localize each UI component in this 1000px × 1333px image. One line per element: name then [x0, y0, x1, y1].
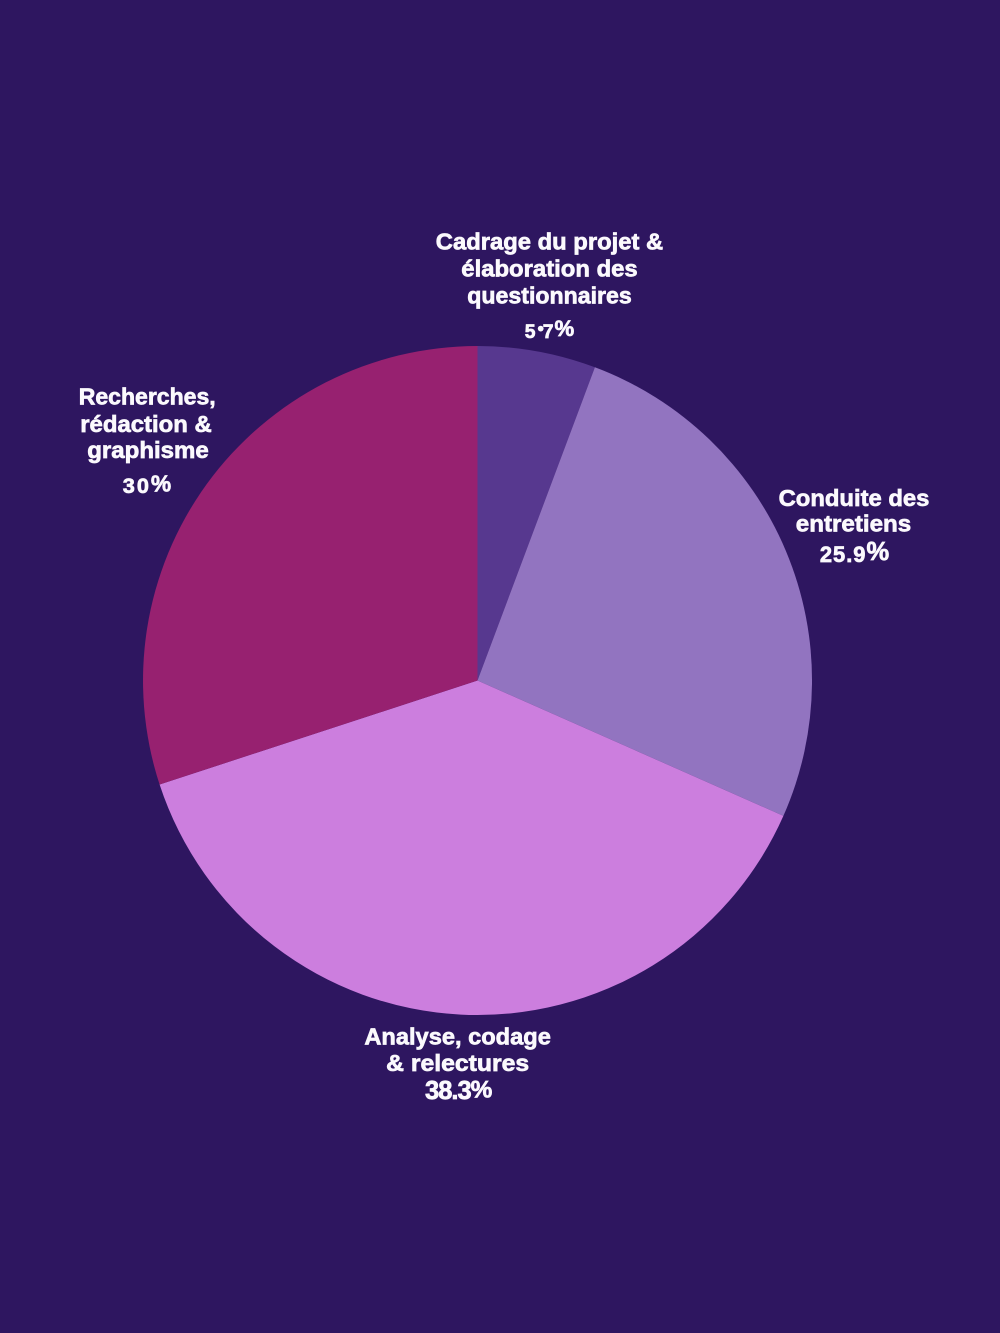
svg-text:Analyse, codage: Analyse, codage	[364, 1024, 551, 1050]
svg-text:Conduite des: Conduite des	[779, 485, 930, 511]
svg-text:questionnaires: questionnaires	[467, 282, 631, 308]
svg-text:& relectures: & relectures	[386, 1050, 529, 1076]
svg-text:rédaction &: rédaction &	[80, 411, 212, 437]
svg-text:Cadrage du projet &: Cadrage du projet &	[436, 228, 663, 254]
svg-text:Recherches,: Recherches,	[79, 384, 216, 410]
svg-text:25.9%: 25.9%	[820, 538, 890, 567]
svg-text:graphisme: graphisme	[87, 437, 209, 463]
svg-text:élaboration des: élaboration des	[461, 256, 637, 282]
svg-text:entretiens: entretiens	[796, 511, 912, 537]
svg-text:38.3%: 38.3%	[425, 1077, 493, 1106]
svg-text:30%: 30%	[123, 471, 173, 498]
